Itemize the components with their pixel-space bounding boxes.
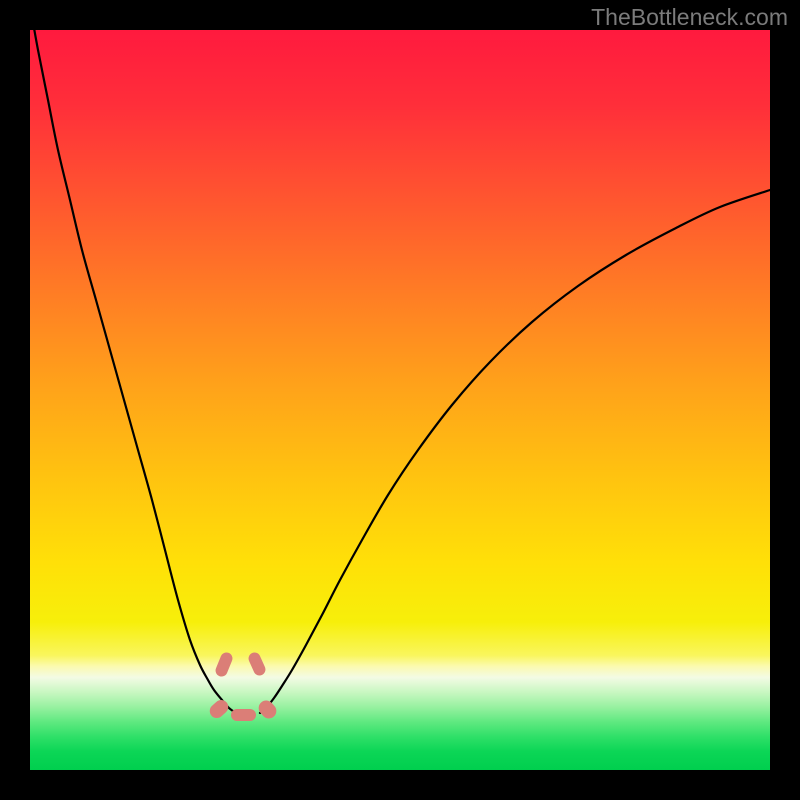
watermark-text: TheBottleneck.com [591, 4, 788, 31]
chart-frame: TheBottleneck.com [0, 0, 800, 800]
curve-marker [231, 709, 256, 721]
right_curve [260, 190, 770, 713]
plot-area [30, 30, 770, 770]
curves-layer [30, 30, 770, 770]
left_curve [30, 30, 236, 713]
